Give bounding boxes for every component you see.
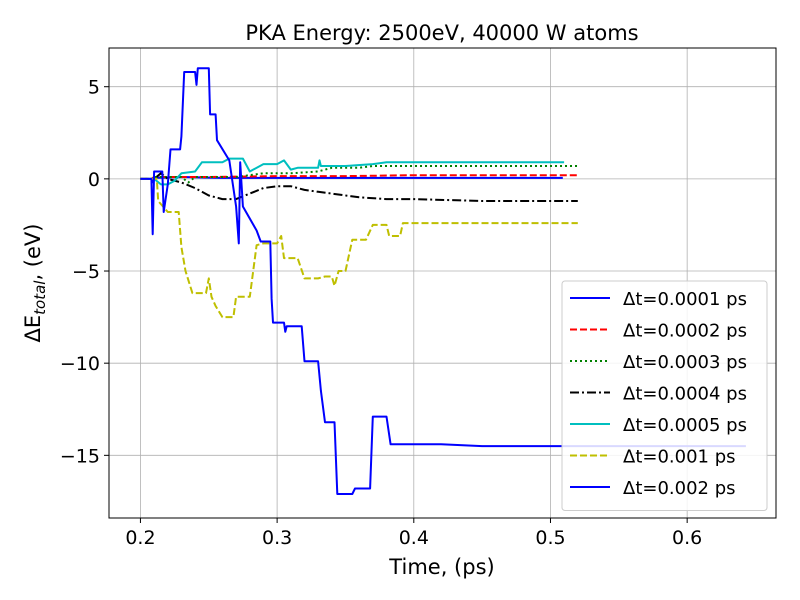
y-tick-label: 5 (88, 77, 100, 99)
y-tick-label: −15 (60, 445, 100, 467)
plot-frame (108, 47, 777, 519)
x-tick-label: 0.3 (262, 527, 292, 549)
legend-label: Δt=0.0002 ps (623, 321, 747, 342)
legend-box (561, 280, 768, 511)
x-tick-label: 0.5 (535, 527, 565, 549)
legend-label: Δt=0.0001 ps (623, 289, 747, 310)
y-tick-label: −5 (72, 261, 100, 283)
y-axis-label-suffix: , (eV) (21, 224, 45, 281)
y-axis-label: ΔEtotal, (eV) (21, 224, 49, 343)
series-line (140, 172, 578, 202)
legend-label: Δt=0.0004 ps (623, 384, 747, 405)
x-axis-label: Time, (ps) (388, 555, 494, 579)
y-tick-label: −10 (60, 353, 100, 375)
legend-label: Δt=0.001 ps (623, 447, 736, 468)
y-axis-label-subscript: total (31, 280, 49, 315)
series-line (140, 157, 565, 186)
y-axis-label-prefix: ΔE (21, 315, 45, 343)
series-line (140, 177, 578, 319)
x-tick-label: 0.6 (672, 527, 702, 549)
legend: Δt=0.0001 ps Δt=0.0002 ps Δt=0.0003 ps Δt=0… (561, 280, 768, 511)
x-tick-label: 0.2 (125, 527, 155, 549)
y-axis: 5 0 −5 −10 −15 (60, 77, 109, 467)
series-line (140, 67, 746, 495)
y-tick-label: 0 (88, 169, 100, 191)
legend-label: Δt=0.0005 ps (623, 415, 747, 436)
x-tick-label: 0.4 (399, 527, 429, 549)
x-axis: 0.2 0.3 0.4 0.5 0.6 (125, 518, 702, 549)
legend-label: Δt=0.0003 ps (623, 352, 747, 373)
legend-label: Δt=0.002 ps (623, 478, 736, 499)
series-group (140, 67, 746, 495)
chart-title: PKA Energy: 2500eV, 40000 W atoms (245, 21, 638, 45)
